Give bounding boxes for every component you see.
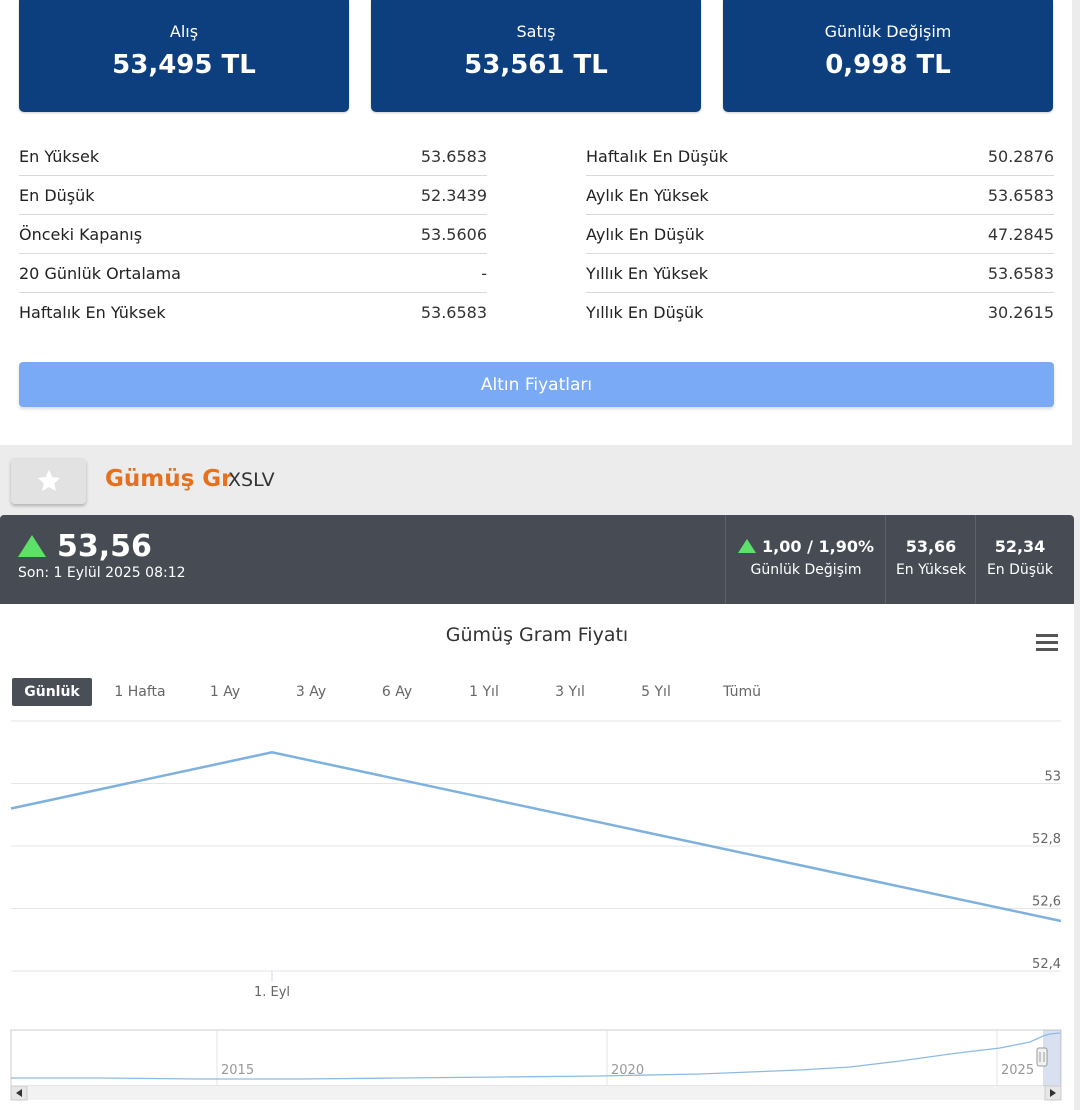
stat-value: 53.6583 bbox=[987, 186, 1054, 205]
buy-label: Alış bbox=[169, 22, 199, 41]
navigator-frame bbox=[10, 1029, 1062, 1087]
stat-label: Aylık En Düşük bbox=[586, 225, 705, 244]
star-icon bbox=[37, 469, 60, 492]
stat-label: Haftalık En Yüksek bbox=[19, 303, 166, 322]
daily-change-label: Günlük Değişim bbox=[750, 562, 862, 578]
stat-row: Aylık En Yüksek 53.6583 bbox=[586, 176, 1054, 215]
stat-value: 53.5606 bbox=[420, 225, 487, 244]
quote-bar: 53,56 Son: 1 Eylül 2025 08:12 1,00 / 1,9… bbox=[0, 515, 1074, 604]
daily-change-value: 1,00 / 1,90% bbox=[762, 537, 874, 556]
scroll-right-arrow-icon bbox=[1050, 1089, 1056, 1097]
stat-row: En Düşük 52.3439 bbox=[19, 176, 487, 215]
range-button-1-year[interactable]: 1 Yıl bbox=[469, 684, 499, 700]
navigator-selection[interactable] bbox=[1043, 1030, 1061, 1086]
stat-label: 20 Günlük Ortalama bbox=[19, 264, 181, 283]
asset-code: XSLV bbox=[228, 469, 275, 491]
sell-value: 53,561 TL bbox=[464, 50, 608, 80]
stat-label: Haftalık En Düşük bbox=[586, 147, 729, 166]
up-arrow-icon bbox=[18, 535, 46, 557]
stat-row: Önceki Kapanış 53.5606 bbox=[19, 215, 487, 254]
range-button-3-year[interactable]: 3 Yıl bbox=[555, 684, 585, 700]
y-axis-labels: 53 52,8 52,6 52,4 bbox=[1032, 770, 1061, 973]
asset-name: Gümüş Gr bbox=[105, 466, 233, 492]
stat-row: Yıllık En Yüksek 53.6583 bbox=[586, 254, 1054, 293]
scroll-left-arrow-icon bbox=[16, 1089, 22, 1097]
navigator-handle[interactable] bbox=[1036, 1047, 1048, 1067]
navigator-label: 2015 bbox=[221, 1063, 254, 1078]
stat-row: Yıllık En Düşük 30.2615 bbox=[586, 293, 1054, 331]
stat-value: - bbox=[481, 264, 487, 283]
stat-value: 47.2845 bbox=[987, 225, 1054, 244]
up-arrow-icon bbox=[738, 539, 757, 553]
stat-value: 50.2876 bbox=[987, 147, 1054, 166]
stat-row: 20 Günlük Ortalama - bbox=[19, 254, 487, 293]
range-button-5-year[interactable]: 5 Yıl bbox=[641, 684, 671, 700]
stat-value: 52.3439 bbox=[420, 186, 487, 205]
buy-price-box: Alış 53,495 TL bbox=[19, 0, 349, 112]
high-value: 53,66 bbox=[905, 537, 957, 556]
daily-change-top: 1,00 / 1,90% bbox=[726, 537, 886, 556]
y-axis-tick-label: 52,4 bbox=[1032, 957, 1061, 972]
sell-price-box: Satış 53,561 TL bbox=[371, 0, 701, 112]
price-chart[interactable]: 53 52,8 52,6 52,4 1. Eyl bbox=[0, 604, 1074, 1004]
navigator-series-line bbox=[11, 1032, 1061, 1080]
daily-change-cell: 1,00 / 1,90% Günlük Değişim bbox=[725, 515, 886, 604]
menu-icon[interactable] bbox=[1036, 634, 1058, 652]
stat-value: 53.6583 bbox=[420, 147, 487, 166]
range-navigator[interactable]: 2015 2020 2025 bbox=[0, 1024, 1074, 1110]
stat-row: Aylık En Düşük 47.2845 bbox=[586, 215, 1054, 254]
navigator-scrollbar[interactable] bbox=[11, 1086, 1061, 1100]
daily-change-label: Günlük Değişim bbox=[824, 22, 952, 41]
stat-row: Haftalık En Yüksek 53.6583 bbox=[19, 293, 487, 331]
chart-title: Gümüş Gram Fiyatı bbox=[445, 624, 629, 646]
favorite-button[interactable] bbox=[11, 458, 86, 504]
low-value: 52,34 bbox=[994, 537, 1046, 556]
stat-value: 30.2615 bbox=[987, 303, 1054, 322]
buy-value: 53,495 TL bbox=[112, 50, 256, 80]
stat-label: Aylık En Yüksek bbox=[586, 186, 709, 205]
last-price: 53,56 bbox=[57, 529, 152, 564]
price-series-line bbox=[10, 751, 1062, 923]
gold-summary-panel: Alış 53,495 TL Satış 53,561 TL Günlük De… bbox=[0, 0, 1072, 445]
daily-change-box: Günlük Değişim 0,998 TL bbox=[723, 0, 1053, 112]
stat-label: Yıllık En Yüksek bbox=[586, 264, 709, 283]
stat-label: En Yüksek bbox=[19, 147, 100, 166]
stat-label: Yıllık En Düşük bbox=[586, 303, 704, 322]
stat-row: En Yüksek 53.6583 bbox=[19, 137, 487, 176]
range-button-daily[interactable]: Günlük bbox=[12, 678, 92, 706]
gold-prices-button[interactable]: Altın Fiyatları bbox=[19, 362, 1054, 407]
high-label: En Yüksek bbox=[895, 562, 967, 578]
stats-left-column: En Yüksek 53.6583 En Düşük 52.3439 Önceki … bbox=[19, 137, 487, 331]
y-axis-tick-label: 53 bbox=[1044, 770, 1061, 785]
range-button-all[interactable]: Tümü bbox=[722, 684, 761, 700]
chart-grid bbox=[11, 720, 1061, 972]
low-cell: 52,34 En Düşük bbox=[975, 515, 1064, 604]
stats-right-column: Haftalık En Düşük 50.2876 Aylık En Yüksek… bbox=[586, 137, 1054, 331]
navigator-label: 2025 bbox=[1001, 1063, 1034, 1078]
navigator-label: 2020 bbox=[611, 1063, 644, 1078]
stat-row: Haftalık En Düşük 50.2876 bbox=[586, 137, 1054, 176]
range-button-3-month[interactable]: 3 Ay bbox=[295, 684, 327, 700]
sell-label: Satış bbox=[516, 22, 556, 41]
chart-panel: Gümüş Gram Fiyatı Günlük 1 Hafta 1 Ay 3 … bbox=[0, 604, 1074, 1110]
stat-label: Önceki Kapanış bbox=[19, 225, 143, 244]
y-axis-tick-label: 52,6 bbox=[1032, 895, 1061, 910]
low-label: En Düşük bbox=[986, 562, 1054, 578]
stat-value: 53.6583 bbox=[987, 264, 1054, 283]
range-button-1-month[interactable]: 1 Ay bbox=[209, 684, 241, 700]
range-button-6-month[interactable]: 6 Ay bbox=[381, 684, 413, 700]
stat-value: 53.6583 bbox=[420, 303, 487, 322]
range-button-1-week[interactable]: 1 Hafta bbox=[114, 684, 166, 700]
stat-label: En Düşük bbox=[19, 186, 95, 205]
x-axis-label: 1. Eyl bbox=[254, 985, 290, 1000]
daily-change-value: 0,998 TL bbox=[825, 50, 951, 80]
high-cell: 53,66 En Yüksek bbox=[885, 515, 976, 604]
last-update-time: Son: 1 Eylül 2025 08:12 bbox=[18, 565, 186, 581]
y-axis-tick-label: 52,8 bbox=[1032, 832, 1061, 847]
